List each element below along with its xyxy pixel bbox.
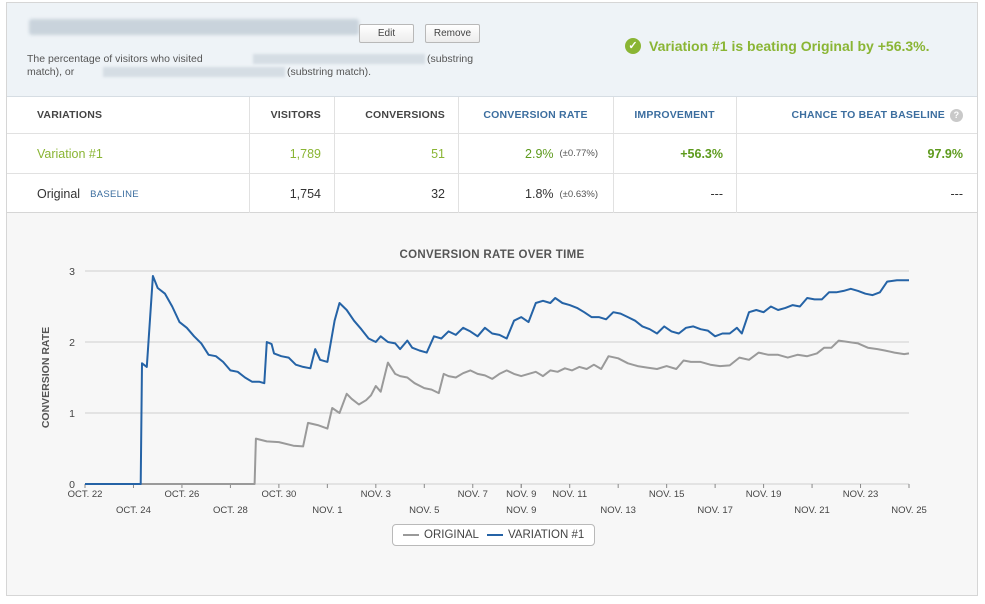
y-tick-label: 2 xyxy=(69,337,75,349)
x-tick-label: OCT. 26 xyxy=(165,489,200,500)
header-conversion-rate[interactable]: CONVERSION RATE xyxy=(483,109,588,121)
chance-value: --- xyxy=(950,187,964,201)
goal-description-part2: (substring xyxy=(427,53,474,65)
chance-value: 97.9% xyxy=(927,146,963,161)
table-header-row: VARIATIONS VISITORS CONVERSIONS CONVERSI… xyxy=(7,97,977,134)
header-chance-to-beat[interactable]: CHANCE TO BEAT BASELINE ? xyxy=(736,97,963,133)
goal-header: Edit Remove The percentage of visitors w… xyxy=(7,3,977,97)
x-tick-label: NOV. 7 xyxy=(458,489,488,500)
conversions-value: 51 xyxy=(431,146,445,161)
chart-title: CONVERSION RATE OVER TIME xyxy=(399,249,585,261)
x-tick-label: NOV. 23 xyxy=(843,489,879,500)
header-variations: VARIATIONS xyxy=(37,109,103,121)
x-tick-label: NOV. 11 xyxy=(552,489,587,500)
x-tick-label: NOV. 21 xyxy=(794,505,830,516)
goal-title-redacted xyxy=(29,19,359,35)
y-axis-label: CONVERSION RATE xyxy=(40,327,52,428)
x-tick-label: NOV. 15 xyxy=(649,489,685,500)
x-tick-label: NOV. 3 xyxy=(361,489,391,500)
x-tick-label: NOV. 17 xyxy=(697,505,733,516)
x-tick-label: NOV. 9 xyxy=(506,489,536,500)
conversion-rate-chart: 0 1 2 3 CONVERSION RATE OCT. 22 OCT. 26 OCT. 30… xyxy=(40,266,927,516)
conversion-rate-value: 2.9% (±0.77%) xyxy=(458,134,598,173)
legend-label-variation: VARIATION #1 xyxy=(507,529,585,541)
visitors-value: 1,789 xyxy=(289,146,321,161)
x-tick-label: OCT. 22 xyxy=(68,489,103,500)
table-row: Original BASELINE 1,754 32 1.8% (±0.63%)… xyxy=(7,174,977,214)
baseline-badge: BASELINE xyxy=(90,188,139,200)
x-tick-label: NOV. 13 xyxy=(600,505,636,516)
goal-description-part1: The percentage of visitors who visited xyxy=(27,53,203,65)
x-tick-label: OCT. 30 xyxy=(261,489,296,500)
goal-description-part3: match), or xyxy=(27,66,75,78)
x-tick-label: OCT. 24 xyxy=(116,505,151,516)
legend-item-variation[interactable]: VARIATION #1 xyxy=(486,529,585,541)
x-tick-label: NOV. 19 xyxy=(746,489,782,500)
x-tick-label: OCT. 28 xyxy=(213,505,248,516)
table-row: Variation #1 1,789 51 2.9% (±0.77%) +56.… xyxy=(7,134,977,174)
visitors-value: 1,754 xyxy=(289,187,321,201)
x-tick-label: NOV. 25 xyxy=(891,505,927,516)
goal-url-redacted-1 xyxy=(253,54,425,64)
original-name: Original xyxy=(37,187,81,201)
improvement-value: +56.3% xyxy=(680,146,723,161)
rate: 2.9% xyxy=(525,146,554,161)
conversion-rate-value: 1.8% (±0.63%) xyxy=(458,174,598,214)
winner-message: ✓ Variation #1 is beating Original by +5… xyxy=(625,38,930,54)
winner-message-text: Variation #1 is beating Original by +56.… xyxy=(649,38,930,54)
goal-url-redacted-2 xyxy=(103,67,285,77)
header-improvement[interactable]: IMPROVEMENT xyxy=(634,109,715,121)
header-visitors: VISITORS xyxy=(270,109,321,121)
series-line-original xyxy=(85,339,910,485)
y-tick-label: 1 xyxy=(69,408,75,420)
goal-description-part4: (substring match). xyxy=(287,66,372,78)
chart-legend: ORIGINAL VARIATION #1 xyxy=(392,524,596,546)
header-chance-label: CHANCE TO BEAT BASELINE xyxy=(791,109,945,121)
variation-name[interactable]: Variation #1 xyxy=(37,146,103,161)
rate: 1.8% xyxy=(525,187,554,201)
remove-button[interactable]: Remove xyxy=(425,24,480,43)
x-tick-label: NOV. 9 xyxy=(506,505,536,516)
edit-button[interactable]: Edit xyxy=(359,24,414,43)
rate-ci: (±0.77%) xyxy=(559,148,598,159)
help-icon[interactable]: ? xyxy=(950,108,963,122)
header-conversions: CONVERSIONS xyxy=(365,109,445,121)
results-table: VARIATIONS VISITORS CONVERSIONS CONVERSI… xyxy=(7,97,977,213)
variation-name[interactable]: Original BASELINE xyxy=(37,174,139,214)
y-tick-label: 3 xyxy=(69,266,75,278)
check-circle-icon: ✓ xyxy=(625,38,641,54)
improvement-value: --- xyxy=(710,187,724,201)
series-line-variation xyxy=(85,275,909,485)
x-tick-label: NOV. 1 xyxy=(312,505,342,516)
y-tick-label: 0 xyxy=(69,479,75,491)
legend-label-original: ORIGINAL xyxy=(424,529,479,541)
conversions-value: 32 xyxy=(431,187,445,201)
rate-ci: (±0.63%) xyxy=(559,188,598,200)
experiment-panel: Edit Remove The percentage of visitors w… xyxy=(6,2,978,596)
x-tick-label: NOV. 5 xyxy=(409,505,439,516)
legend-item-original[interactable]: ORIGINAL xyxy=(403,529,479,541)
